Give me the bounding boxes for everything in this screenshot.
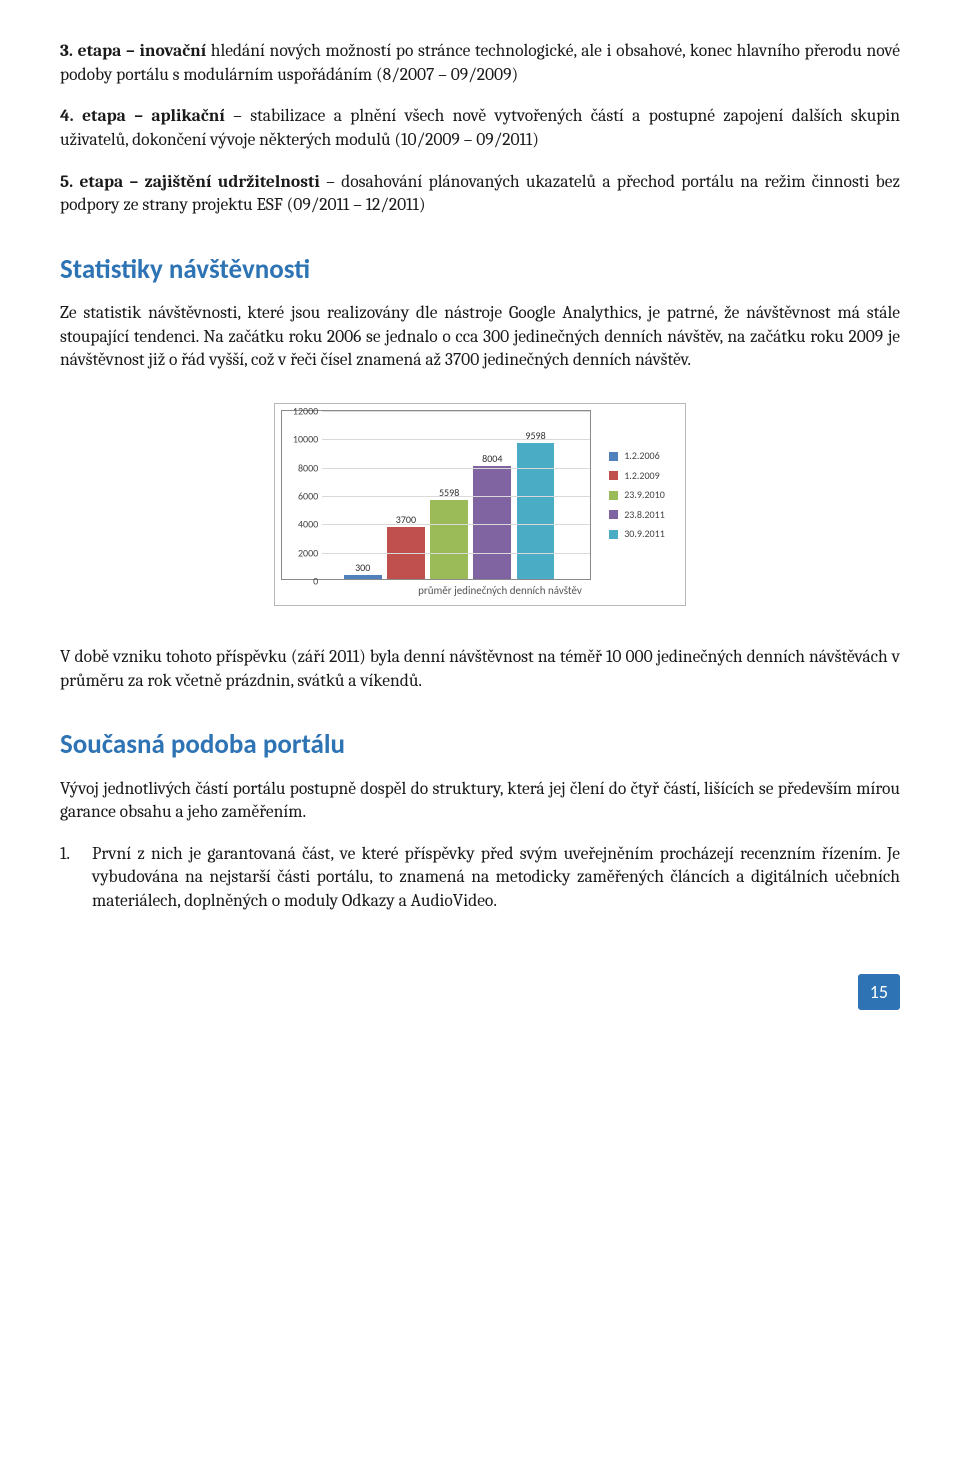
- chart-legend-swatch: [609, 530, 618, 539]
- stats-paragraph-2: V době vzniku tohoto příspěvku (září 201…: [60, 646, 900, 693]
- chart-legend-swatch: [609, 491, 618, 500]
- chart-bar-value-label: 8004: [482, 452, 502, 466]
- page-number: 15: [858, 974, 900, 1010]
- stage-4-prefix: 4. etapa – aplikační: [60, 106, 225, 126]
- chart-gridline: [322, 411, 590, 412]
- chart-bar: 300: [344, 575, 382, 579]
- chart-ytick-label: 2000: [282, 546, 318, 560]
- chart-ytick-label: 6000: [282, 489, 318, 503]
- chart-legend-swatch: [609, 510, 618, 519]
- stage-4: 4. etapa – aplikační – stabilizace a pln…: [60, 105, 900, 152]
- chart-bar: 8004: [473, 466, 511, 579]
- chart-legend: 1.2.2006 1.2.2009 23.9.2010 23.8.2011 30.9.2…: [591, 410, 679, 580]
- chart-legend-item: 1.2.2006: [609, 449, 665, 463]
- numbered-item-1: 1. První z nich je garantovaná část, ve …: [60, 843, 900, 914]
- chart-legend-item: 1.2.2009: [609, 469, 665, 483]
- chart-legend-label: 1.2.2006: [624, 449, 659, 463]
- chart-legend-swatch: [609, 452, 618, 461]
- chart-gridline: [322, 524, 590, 525]
- chart-card: 3003700559880049598 0 2000 4000 6000 8000 100…: [274, 403, 686, 606]
- chart-ytick-label: 12000: [282, 404, 318, 418]
- stage-3-prefix: 3. etapa – inovační: [60, 41, 206, 61]
- stats-heading: Statistiky návštěvnosti: [60, 252, 900, 288]
- visits-chart: 3003700559880049598 0 2000 4000 6000 8000 100…: [60, 403, 900, 606]
- chart-bar-value-label: 5598: [439, 486, 459, 500]
- stats-paragraph-1: Ze statistik návštěvnosti, které jsou re…: [60, 302, 900, 373]
- chart-ytick-label: 10000: [282, 433, 318, 447]
- numbered-item-1-body: První z nich je garantovaná část, ve kte…: [92, 843, 900, 914]
- chart-xlabel: průměr jedinečných denních návštěv: [321, 584, 679, 599]
- chart-legend-item: 23.9.2010: [609, 488, 665, 502]
- chart-ytick-label: 8000: [282, 461, 318, 475]
- chart-gridline: [322, 468, 590, 469]
- chart-legend-swatch: [609, 471, 618, 480]
- numbered-item-1-num: 1.: [60, 843, 82, 914]
- chart-bar: 5598: [430, 500, 468, 579]
- chart-legend-label: 23.8.2011: [624, 508, 665, 522]
- chart-legend-label: 30.9.2011: [624, 527, 665, 541]
- page-number-wrap: 15: [60, 974, 900, 1010]
- chart-gridline: [322, 496, 590, 497]
- chart-gridline: [322, 439, 590, 440]
- stage-5-prefix: 5. etapa – zajištění udržitelnosti: [60, 172, 320, 192]
- chart-bars-area: 3003700559880049598: [322, 411, 590, 579]
- chart-legend-label: 23.9.2010: [624, 488, 665, 502]
- chart-legend-item: 30.9.2011: [609, 527, 665, 541]
- stage-3: 3. etapa – inovační hledání nových možno…: [60, 40, 900, 87]
- chart-bar: 9598: [517, 443, 555, 579]
- chart-bar-value-label: 9598: [525, 429, 545, 443]
- chart-gridline: [322, 553, 590, 554]
- chart-ytick-label: 0: [282, 574, 318, 588]
- chart-plot-area: 3003700559880049598 02000400060008000100…: [281, 410, 591, 580]
- current-heading: Současná podoba portálu: [60, 727, 900, 763]
- stage-5: 5. etapa – zajištění udržitelnosti – dos…: [60, 171, 900, 218]
- current-paragraph-1: Vývoj jednotlivých částí portálu postupn…: [60, 778, 900, 825]
- chart-ytick-label: 4000: [282, 518, 318, 532]
- chart-bar-value-label: 300: [355, 561, 370, 575]
- chart-legend-item: 23.8.2011: [609, 508, 665, 522]
- chart-legend-label: 1.2.2009: [624, 469, 659, 483]
